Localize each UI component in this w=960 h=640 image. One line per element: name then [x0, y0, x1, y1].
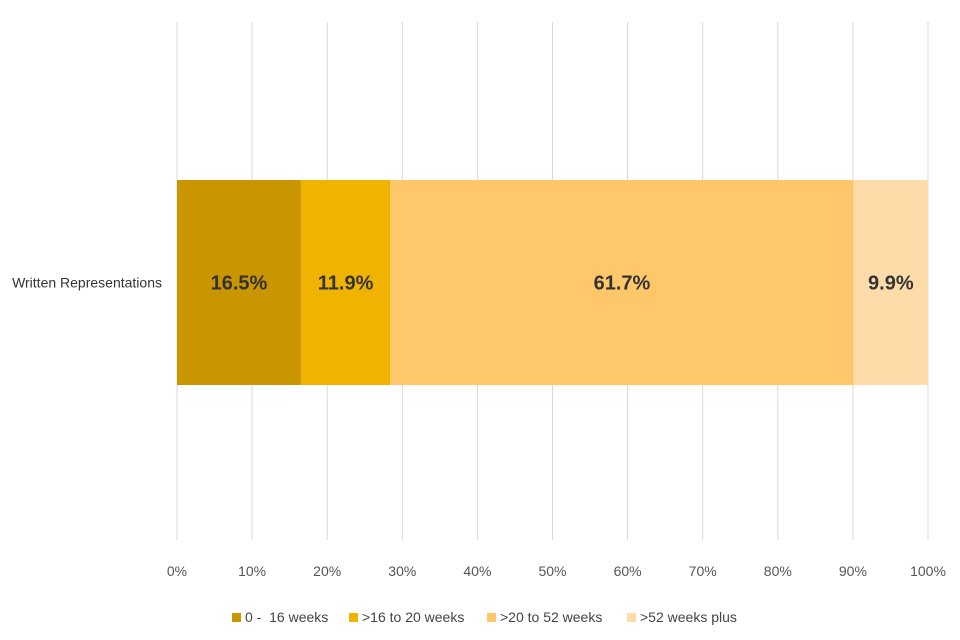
legend-label-4: >52 weeks plus [640, 609, 737, 625]
legend-label-3: >20 to 52 weeks [500, 609, 602, 625]
x-tick-label-40: 40% [463, 563, 491, 579]
legend-swatch-2 [349, 613, 358, 622]
data-label-3: 61.7% [594, 273, 651, 295]
data-labels: 16.5% 11.9% 61.7% 9.9% [211, 273, 914, 295]
x-tick-label-50: 50% [538, 563, 566, 579]
bars [177, 180, 928, 385]
legend-swatch-3 [487, 613, 496, 622]
y-axis: Written Representations [12, 275, 162, 291]
legend-swatch-1 [232, 613, 241, 622]
x-tick-label-0: 0% [167, 563, 187, 579]
legend-label-2: >16 to 20 weeks [362, 609, 464, 625]
data-label-1: 16.5% [211, 273, 268, 295]
x-axis: 0% 10% 20% 30% 40% 50% 60% 70% 80% 90% 100% [167, 563, 946, 579]
x-tick-label-10: 10% [238, 563, 266, 579]
x-tick-label-70: 70% [689, 563, 717, 579]
legend-label-1: 0 - 16 weeks [245, 609, 328, 625]
bar-segment-4 [853, 180, 928, 385]
x-tick-label-20: 20% [313, 563, 341, 579]
data-label-4: 9.9% [868, 273, 914, 295]
x-tick-label-100: 100% [910, 563, 946, 579]
x-tick-label-30: 30% [388, 563, 416, 579]
x-tick-label-60: 60% [614, 563, 642, 579]
bar-segment-3 [390, 180, 854, 385]
bar-segment-2 [300, 180, 391, 385]
x-tick-label-90: 90% [839, 563, 867, 579]
legend: 0 - 16 weeks >16 to 20 weeks >20 to 52 wee… [232, 609, 737, 625]
data-label-2: 11.9% [318, 273, 374, 295]
bar-segment-1 [177, 180, 301, 385]
category-label: Written Representations [12, 275, 162, 291]
x-tick-label-80: 80% [764, 563, 792, 579]
legend-swatch-4 [627, 613, 636, 622]
